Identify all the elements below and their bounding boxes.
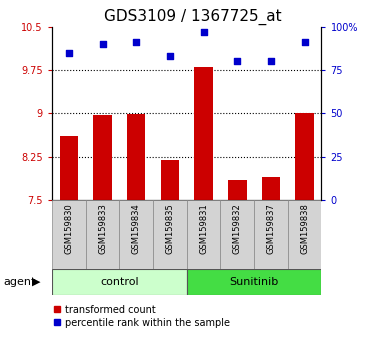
Text: GSM159837: GSM159837 [266,204,275,254]
Point [201,29,207,35]
Text: GSM159830: GSM159830 [64,204,73,254]
Bar [228,180,246,200]
Bar [220,200,254,269]
Bar [127,114,146,200]
Bar [119,200,153,269]
Bar [60,136,78,200]
Point [301,39,308,45]
Text: GSM159838: GSM159838 [300,204,309,254]
Text: ▶: ▶ [32,277,40,287]
Bar [295,113,314,200]
Text: GSM159831: GSM159831 [199,204,208,254]
Bar [288,200,321,269]
Bar [187,200,220,269]
Bar [52,269,187,295]
Bar [161,160,179,200]
Point [268,58,274,64]
Bar [194,67,213,200]
Point [66,50,72,55]
Point [99,41,105,47]
Point [167,53,173,59]
Bar [153,200,187,269]
Text: control: control [100,277,139,287]
Text: GSM159833: GSM159833 [98,204,107,254]
Bar [187,269,321,295]
Text: Sunitinib: Sunitinib [229,277,279,287]
Text: GSM159834: GSM159834 [132,204,141,254]
Point [234,58,240,64]
Bar [93,115,112,200]
Text: GSM159832: GSM159832 [233,204,242,254]
Text: GSM159835: GSM159835 [166,204,174,254]
Point [133,39,139,45]
Bar [85,200,119,269]
Text: GDS3109 / 1367725_at: GDS3109 / 1367725_at [104,9,281,25]
Bar [262,177,280,200]
Legend: transformed count, percentile rank within the sample: transformed count, percentile rank withi… [49,301,234,332]
Bar [52,200,85,269]
Text: agent: agent [4,277,36,287]
Bar [254,200,288,269]
